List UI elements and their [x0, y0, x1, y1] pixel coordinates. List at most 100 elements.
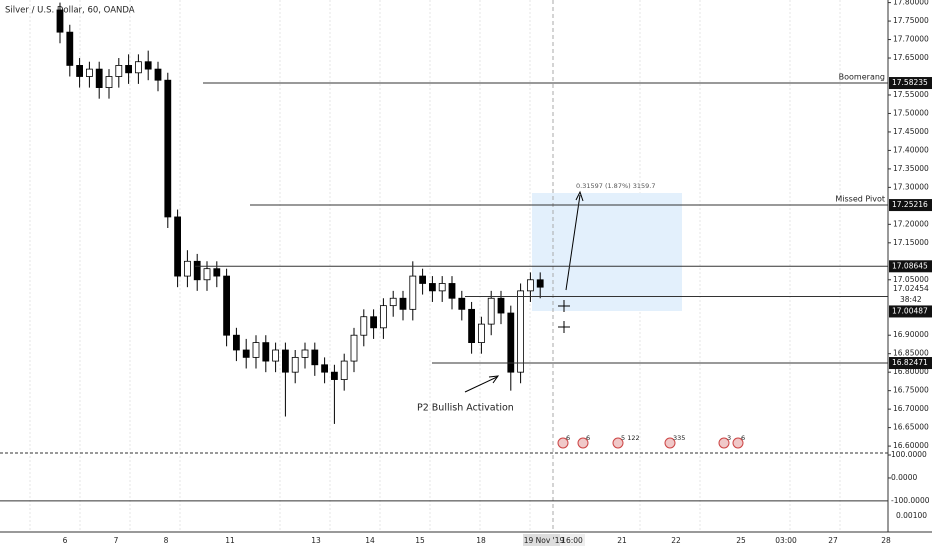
x-tick-label: 28 [881, 536, 891, 545]
candle-body [213, 268, 221, 277]
candle-body [409, 275, 417, 310]
annotation-arrow [464, 376, 498, 393]
y-tick-label: 16.60000 [893, 441, 929, 450]
y-tick-label: 17.45000 [893, 127, 929, 136]
candle-body [330, 371, 338, 380]
candle-body [301, 349, 309, 358]
event-label: 6 [566, 434, 570, 442]
lower-tick-label: 100.0000 [891, 450, 927, 459]
candle-body [517, 290, 524, 373]
projection-arrow [565, 194, 581, 291]
y-tick-label: 17.15000 [893, 238, 929, 247]
candle-body [252, 342, 260, 358]
candle-body [174, 216, 182, 277]
y-tick-label: 17.65000 [893, 53, 929, 62]
candle-body [183, 260, 191, 277]
x-tick-label: 27 [828, 536, 838, 545]
candle-body [311, 349, 319, 366]
y-tick-label: 17.05000 [893, 275, 929, 284]
arrow-head [488, 375, 500, 384]
cursor-icons [558, 300, 570, 333]
candle-body [389, 297, 397, 307]
lower-tick-label: -100.0000 [891, 496, 930, 505]
candle-body [340, 360, 348, 380]
candle-body [66, 31, 74, 66]
candle-body [438, 283, 446, 292]
level-tag [889, 260, 932, 273]
candle-body [203, 268, 211, 281]
candle-body [379, 305, 387, 329]
candle-body [232, 334, 240, 351]
candle-body [242, 349, 250, 358]
y-tick-label: 17.75000 [893, 16, 929, 25]
event-icon [718, 437, 730, 449]
level-name: Missed Pivot [835, 195, 885, 204]
arrow-head [575, 190, 584, 202]
candle-body [487, 297, 495, 325]
x-tick-label: 25 [736, 536, 746, 545]
time-highlight [560, 534, 585, 546]
candle-body [105, 76, 113, 88]
y-tick-label: 16.70000 [893, 404, 929, 413]
y-tick-label: 17.70000 [893, 35, 929, 44]
level-tag [889, 77, 932, 90]
countdown: 38:42 [900, 295, 922, 304]
x-tick-label: 15 [415, 536, 425, 545]
candle-body [86, 68, 93, 77]
candle-body [536, 279, 544, 288]
projection-box [532, 193, 682, 311]
volume-tick-label: 0.00100 [896, 511, 927, 520]
candle-body [223, 275, 231, 336]
candle-body [350, 334, 358, 362]
x-tick-label: 16:00 [561, 536, 583, 545]
candle-body [428, 283, 436, 292]
candle-body [281, 349, 289, 373]
candle-body [125, 65, 132, 74]
event-icon [732, 437, 744, 449]
candle-body [115, 65, 123, 77]
level-tag-label: 17.58235 [892, 78, 928, 87]
candle-body [419, 275, 427, 284]
level-tag-label: 17.08645 [892, 261, 928, 270]
candle-body [458, 297, 466, 310]
x-tick-label: 8 [164, 536, 169, 545]
annotation: P2 Bullish Activation [417, 403, 514, 414]
y-tick-label: 16.65000 [893, 423, 929, 432]
candle-body [527, 279, 534, 292]
x-tick-label: 6 [63, 536, 68, 545]
x-tick-label: 14 [365, 536, 375, 545]
y-tick-label: 17.55000 [893, 90, 929, 99]
event-icon [612, 437, 624, 449]
projection-label: 0.31597 (1.87%) 3159.7 [576, 182, 655, 190]
candle-body [477, 323, 485, 344]
candle-body [193, 260, 201, 281]
x-tick-label: 19 Nov '19 [524, 536, 565, 545]
y-tick-label: 16.75000 [893, 386, 929, 395]
candle-body [154, 68, 162, 81]
candle-body [507, 312, 515, 373]
level-name: Boomerang [839, 73, 885, 82]
event-label: 6 [741, 434, 745, 442]
candle-body [272, 349, 280, 362]
candle-body [262, 342, 270, 362]
y-tick-label: 16.80000 [893, 367, 929, 376]
candle-body [144, 61, 152, 70]
candle-body [134, 61, 142, 74]
x-tick-label: 11 [225, 536, 235, 545]
x-tick-label: 03:00 [775, 536, 797, 545]
y-tick-label: 17.30000 [893, 182, 929, 191]
event-icon [577, 437, 589, 449]
x-tick-label: 22 [671, 536, 681, 545]
event-label: 3 [727, 434, 731, 442]
candle-body [56, 9, 64, 33]
candle-body [370, 316, 378, 329]
candle-body [399, 297, 407, 310]
x-tick-label: 13 [311, 536, 321, 545]
candle-body [360, 316, 368, 336]
event-icon [557, 437, 569, 449]
candle-body [95, 68, 103, 88]
current-price: 17.02454 [893, 284, 929, 293]
event-icon [664, 437, 676, 449]
y-tick-label: 17.35000 [893, 164, 929, 173]
